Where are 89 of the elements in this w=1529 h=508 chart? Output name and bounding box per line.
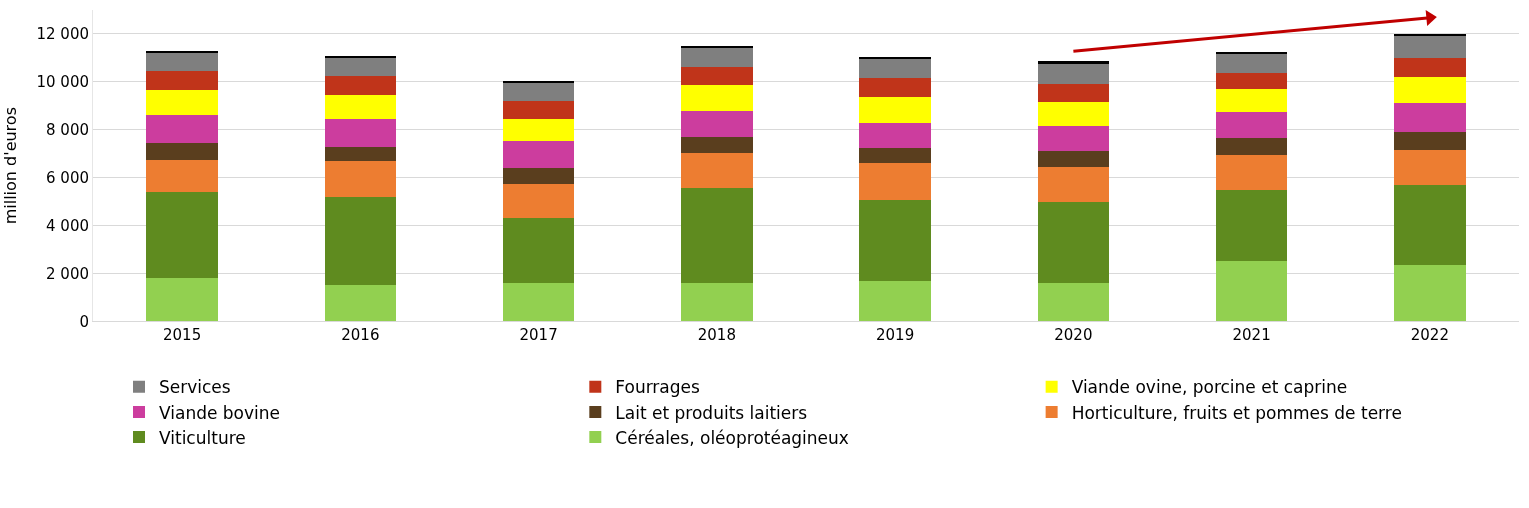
legend-label: Fourrages <box>615 377 701 398</box>
legend-label: Céréales, oléoprotéagineux <box>615 427 849 448</box>
bar <box>1215 261 1288 322</box>
bar <box>1037 84 1110 103</box>
bar <box>146 159 218 193</box>
bar <box>502 283 575 322</box>
bar <box>681 110 753 137</box>
x-tick-label: 2021 <box>1232 326 1271 345</box>
bar <box>1215 154 1288 190</box>
y-tick-label: 2 000 <box>46 264 89 283</box>
bar <box>859 147 931 164</box>
bar <box>324 118 397 147</box>
legend-label: Services <box>159 377 231 398</box>
bar <box>324 75 397 96</box>
bar <box>502 218 575 284</box>
bar <box>1394 77 1466 104</box>
bar <box>1215 111 1288 139</box>
bar <box>146 115 218 143</box>
legend-label: Viande bovine <box>159 402 281 423</box>
bar <box>1394 184 1466 266</box>
bar <box>681 136 753 153</box>
y-axis-title: million d'euros <box>1 107 21 225</box>
x-tick-label: 2018 <box>697 326 736 345</box>
bar <box>502 101 575 119</box>
legend-label: Lait et produits laitiers <box>615 402 808 423</box>
bar <box>502 140 575 169</box>
bar <box>324 146 397 161</box>
legend-label: Viticulture <box>159 427 246 448</box>
x-tick-label: 2015 <box>163 326 202 345</box>
bar <box>1394 265 1466 322</box>
bar <box>146 142 218 160</box>
x-tick-label: 2019 <box>876 326 915 345</box>
bar <box>859 97 931 123</box>
bar <box>681 85 753 111</box>
bar <box>324 57 397 76</box>
x-tick-label: 2016 <box>341 326 380 345</box>
bar <box>1394 132 1466 151</box>
bar <box>1037 63 1110 85</box>
bar <box>859 59 931 79</box>
bar <box>146 192 218 279</box>
bar <box>324 196 397 286</box>
bar <box>1037 61 1110 64</box>
legend-label: Horticulture, fruits et pommes de terre <box>1071 402 1402 423</box>
bar <box>681 188 753 284</box>
bar <box>1394 57 1466 78</box>
bar <box>1215 138 1288 155</box>
bar <box>1215 73 1288 90</box>
x-tick-label: 2020 <box>1054 326 1093 345</box>
bar <box>681 283 753 322</box>
bar <box>859 280 931 322</box>
bar <box>146 90 218 116</box>
y-tick-label: 4 000 <box>46 216 89 235</box>
bar <box>1394 103 1466 133</box>
bar <box>1394 36 1466 58</box>
bar <box>1394 150 1466 185</box>
bar <box>502 168 575 184</box>
y-tick-label: 0 <box>79 312 89 331</box>
bar <box>681 67 753 86</box>
bar <box>1037 283 1110 322</box>
bar <box>502 83 575 102</box>
bar <box>859 163 931 201</box>
bar <box>1037 201 1110 284</box>
bar <box>324 160 397 197</box>
bar <box>1037 166 1110 202</box>
bar <box>859 122 931 148</box>
bar <box>681 48 753 68</box>
bar <box>502 183 575 219</box>
bar <box>859 200 931 281</box>
bar <box>1215 89 1288 112</box>
y-tick-label: 6 000 <box>46 168 89 187</box>
bar <box>1215 54 1288 74</box>
bar <box>1037 126 1110 152</box>
legend-label: Viande ovine, porcine et caprine <box>1071 377 1348 398</box>
bar <box>146 53 218 72</box>
bar <box>324 95 397 119</box>
y-tick-label: 8 000 <box>46 121 89 139</box>
bar <box>146 278 218 322</box>
bar <box>681 152 753 189</box>
bar <box>502 118 575 141</box>
bar <box>1215 189 1288 262</box>
bar <box>324 285 397 322</box>
bar <box>146 71 218 91</box>
x-tick-label: 2022 <box>1410 326 1449 345</box>
bar <box>1037 151 1110 167</box>
y-tick-label: 12 000 <box>36 25 89 44</box>
bar <box>1037 102 1110 127</box>
y-tick-label: 10 000 <box>36 73 89 92</box>
x-tick-label: 2017 <box>519 326 558 345</box>
bar <box>859 78 931 98</box>
